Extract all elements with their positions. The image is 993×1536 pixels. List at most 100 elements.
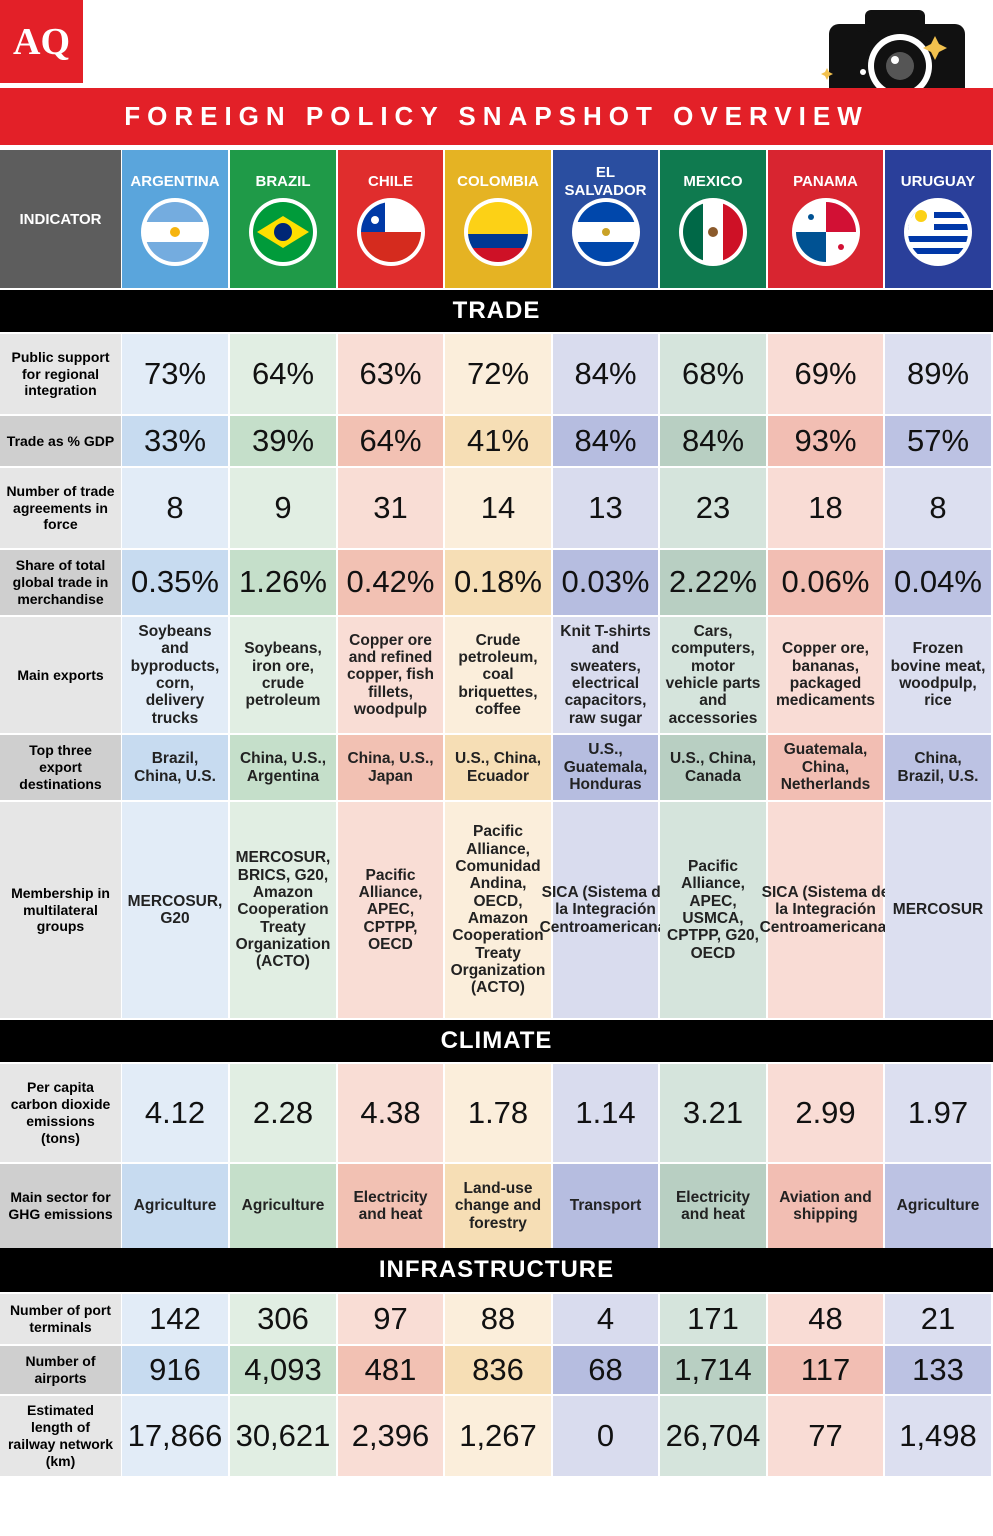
table-cell: 2,396 xyxy=(338,1396,443,1476)
table-cell: Brazil, China, U.S. xyxy=(122,735,228,800)
table-cell: 97 xyxy=(338,1294,443,1344)
table-cell: 481 xyxy=(338,1346,443,1394)
table-cell: 8 xyxy=(885,468,991,548)
table-cell: 1,714 xyxy=(660,1346,766,1394)
table-cell: 64% xyxy=(338,416,443,466)
table-cell: 77 xyxy=(768,1396,883,1476)
indicator-label: Public support for regional integration xyxy=(0,334,121,414)
indicator-label: Estimated length of railway network (km) xyxy=(0,1396,121,1476)
table-cell: Cars, computers, motor vehicle parts and… xyxy=(660,617,766,733)
table-cell: 84% xyxy=(553,416,658,466)
flag xyxy=(464,198,532,266)
table-cell: 63% xyxy=(338,334,443,414)
table-cell: 2.22% xyxy=(660,550,766,615)
table-cell: 133 xyxy=(885,1346,991,1394)
table-cell: Pacific Alliance, Comunidad Andina, OECD… xyxy=(445,802,551,1018)
table-cell: 0.18% xyxy=(445,550,551,615)
table-cell: 18 xyxy=(768,468,883,548)
indicator-label: Trade as % GDP xyxy=(0,416,121,466)
table-cell: Transport xyxy=(553,1164,658,1248)
table-cell: 2.99 xyxy=(768,1064,883,1162)
table-cell: 41% xyxy=(445,416,551,466)
country-name: MEXICO xyxy=(683,173,743,190)
table-cell: Guatemala, China, Netherlands xyxy=(768,735,883,800)
table-cell: 0.06% xyxy=(768,550,883,615)
table-cell: 1.14 xyxy=(553,1064,658,1162)
flag xyxy=(904,198,972,266)
table-cell: 306 xyxy=(230,1294,336,1344)
table-cell: 1,267 xyxy=(445,1396,551,1476)
table-cell: 1.26% xyxy=(230,550,336,615)
country-name: PANAMA xyxy=(793,173,858,190)
indicator-header: INDICATOR xyxy=(0,150,121,288)
table-cell: 4,093 xyxy=(230,1346,336,1394)
table-cell: 93% xyxy=(768,416,883,466)
indicator-label: Top three export destinations xyxy=(0,735,121,800)
table-cell: 31 xyxy=(338,468,443,548)
table-cell: 88 xyxy=(445,1294,551,1344)
indicator-label: Per capita carbon dioxide emissions (ton… xyxy=(0,1064,121,1162)
country-name: EL SALVADOR xyxy=(564,164,647,199)
table-cell: 4.38 xyxy=(338,1064,443,1162)
table-cell: Agriculture xyxy=(885,1164,991,1248)
table-cell: 3.21 xyxy=(660,1064,766,1162)
table-cell: 142 xyxy=(122,1294,228,1344)
table-cell: 0 xyxy=(553,1396,658,1476)
table-cell: U.S., China, Canada xyxy=(660,735,766,800)
table-cell: Copper ore and refined copper, fish fill… xyxy=(338,617,443,733)
table-cell: Knit T-shirts and sweaters, electrical c… xyxy=(553,617,658,733)
table-cell: U.S., China, Ecuador xyxy=(445,735,551,800)
country-name: CHILE xyxy=(368,173,413,190)
table-cell: 14 xyxy=(445,468,551,548)
indicator-label: Number of trade agreements in force xyxy=(0,468,121,548)
table-cell: 8 xyxy=(122,468,228,548)
table-cell: Copper ore, bananas, packaged medicament… xyxy=(768,617,883,733)
table-cell: 68% xyxy=(660,334,766,414)
section-title: CLIMATE xyxy=(0,1020,993,1062)
table-cell: Pacific Alliance, APEC, USMCA, CPTPP, G2… xyxy=(660,802,766,1018)
table-cell: MERCOSUR, BRICS, G20, Amazon Cooperation… xyxy=(230,802,336,1018)
country-name: COLOMBIA xyxy=(457,173,539,190)
table-cell: Soybeans, iron ore, crude petroleum xyxy=(230,617,336,733)
table-cell: 21 xyxy=(885,1294,991,1344)
section-title: INFRASTRUCTURE xyxy=(0,1248,993,1292)
table-cell: Electricity and heat xyxy=(338,1164,443,1248)
table-cell: 916 xyxy=(122,1346,228,1394)
table-cell: 84% xyxy=(660,416,766,466)
table-cell: 48 xyxy=(768,1294,883,1344)
indicator-label: Main sector for GHG emissions xyxy=(0,1164,121,1248)
table-cell: 72% xyxy=(445,334,551,414)
country-name: URUGUAY xyxy=(900,173,976,190)
table-cell: 1.97 xyxy=(885,1064,991,1162)
table-cell: 26,704 xyxy=(660,1396,766,1476)
table-cell: Agriculture xyxy=(122,1164,228,1248)
indicator-label: Number of airports xyxy=(0,1346,121,1394)
table-cell: 0.35% xyxy=(122,550,228,615)
table-cell: 17,866 xyxy=(122,1396,228,1476)
table-cell: China, Brazil, U.S. xyxy=(885,735,991,800)
table-cell: Soybeans and byproducts, corn, delivery … xyxy=(122,617,228,733)
indicator-label: Share of total global trade in merchandi… xyxy=(0,550,121,615)
table-cell: 23 xyxy=(660,468,766,548)
table-cell: 1.78 xyxy=(445,1064,551,1162)
table-cell: 68 xyxy=(553,1346,658,1394)
table-cell: 39% xyxy=(230,416,336,466)
country-name: ARGENTINA xyxy=(130,173,220,190)
table-cell: China, U.S., Japan xyxy=(338,735,443,800)
table-cell: 117 xyxy=(768,1346,883,1394)
table-cell: U.S., Guatemala, Honduras xyxy=(553,735,658,800)
table-cell: Agriculture xyxy=(230,1164,336,1248)
table-cell: 836 xyxy=(445,1346,551,1394)
flag xyxy=(141,198,209,266)
table-cell: SICA (Sistema de la Integración Centroam… xyxy=(760,802,891,1018)
section-title: TRADE xyxy=(0,290,993,332)
table-cell: 9 xyxy=(230,468,336,548)
flag xyxy=(249,198,317,266)
table-cell: 33% xyxy=(122,416,228,466)
table-cell: Electricity and heat xyxy=(660,1164,766,1248)
title: FOREIGN POLICY SNAPSHOT OVERVIEW xyxy=(0,88,993,145)
table-cell: 57% xyxy=(885,416,991,466)
indicator-label: Membership in multilateral groups xyxy=(0,802,121,1018)
table-cell: 2.28 xyxy=(230,1064,336,1162)
